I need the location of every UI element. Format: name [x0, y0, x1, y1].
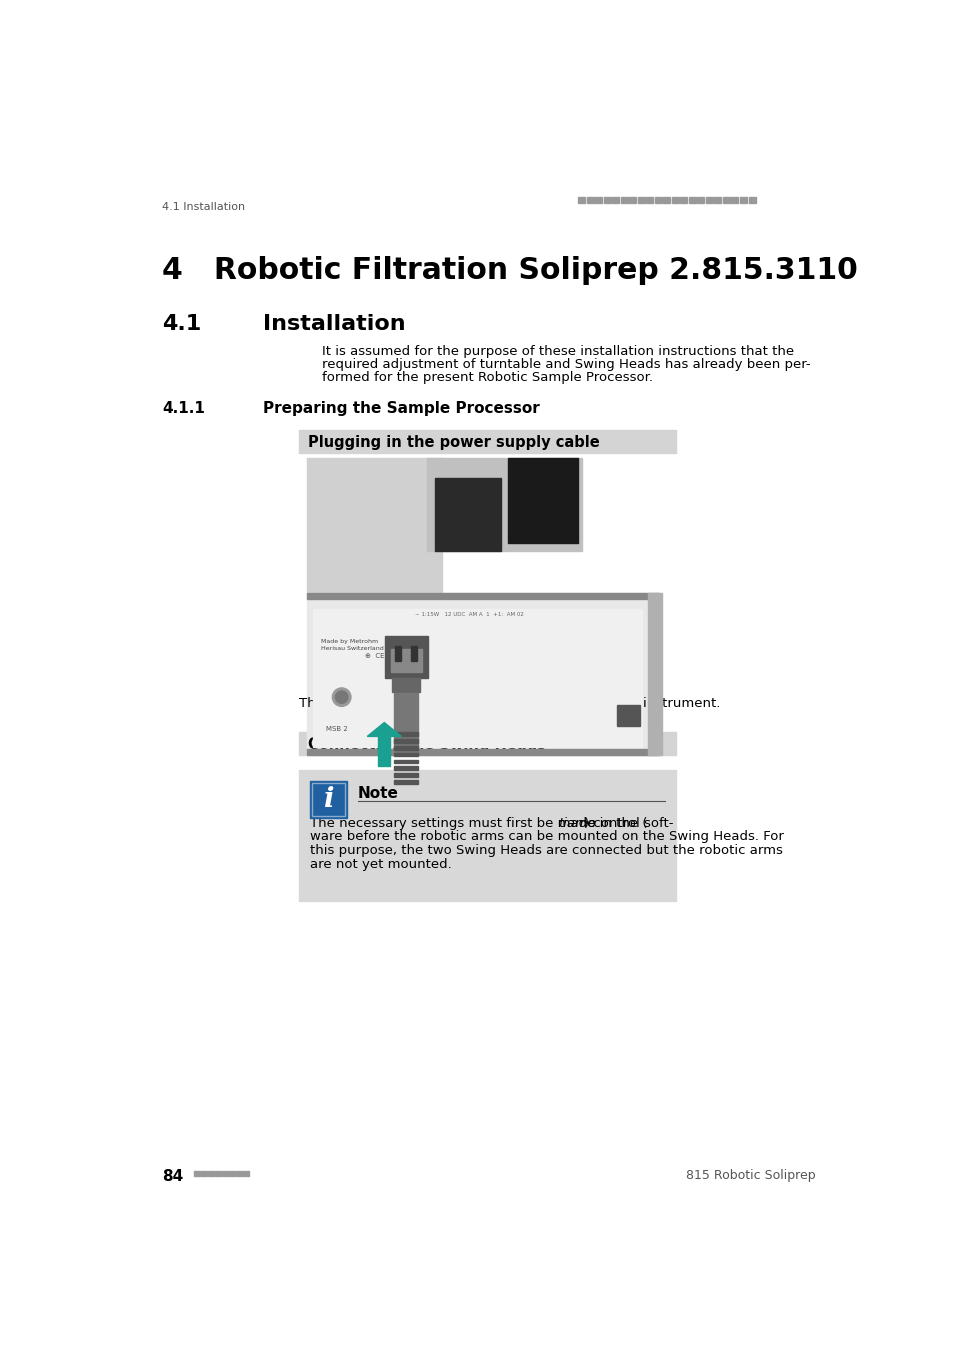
Text: The necessary settings must first be made in the (: The necessary settings must first be mad… [310, 817, 647, 829]
Text: Preparing the Sample Processor: Preparing the Sample Processor [262, 401, 538, 416]
Bar [578, 197, 584, 202]
Bar [394, 774, 417, 778]
Bar [298, 771, 675, 902]
Bar [307, 459, 442, 593]
Bar [671, 197, 679, 202]
Bar [637, 197, 644, 202]
Text: ~ 1:15W   12 UDC  AM A  1  +1:  AM 02: ~ 1:15W 12 UDC AM A 1 +1: AM 02 [415, 613, 523, 617]
Bar [629, 197, 636, 202]
Text: Made by Metrohm
Herisau Switzerland: Made by Metrohm Herisau Switzerland [320, 640, 383, 651]
Text: this purpose, the two Swing Heads are connected but the robotic arms: this purpose, the two Swing Heads are co… [310, 844, 782, 857]
Bar [394, 760, 417, 763]
Circle shape [332, 688, 351, 706]
Bar [435, 478, 500, 551]
Bar [617, 705, 639, 726]
Bar [654, 197, 661, 202]
Polygon shape [367, 722, 401, 736]
Text: Plugging in the power supply cable: Plugging in the power supply cable [308, 435, 599, 450]
Text: 4.1.1: 4.1.1 [162, 401, 205, 416]
Bar [394, 767, 417, 771]
Bar [394, 732, 417, 736]
Bar [714, 197, 720, 202]
Text: formed for the present Robotic Sample Processor.: formed for the present Robotic Sample Pr… [322, 371, 653, 385]
Bar [312, 783, 344, 815]
Bar [394, 752, 417, 756]
Bar [620, 197, 627, 202]
Bar [586, 197, 593, 202]
Text: 815 Robotic Soliprep: 815 Robotic Soliprep [685, 1169, 815, 1183]
Bar [298, 732, 675, 755]
Bar [194, 1172, 199, 1176]
Bar [508, 459, 578, 543]
Text: Connecting the Swing Heads: Connecting the Swing Heads [308, 737, 546, 752]
Text: ⊕  CE: ⊕ CE [365, 653, 384, 659]
Bar [307, 593, 659, 599]
Bar [229, 1172, 234, 1176]
Bar [201, 1172, 207, 1176]
Text: It is assumed for the purpose of these installation instructions that the: It is assumed for the purpose of these i… [322, 346, 794, 358]
Bar [705, 197, 712, 202]
Bar [394, 780, 417, 784]
Bar [298, 429, 675, 454]
Bar [647, 593, 661, 755]
Circle shape [335, 691, 348, 703]
Bar [313, 609, 641, 747]
Text: Installation: Installation [262, 313, 405, 333]
Bar [740, 197, 746, 202]
Bar [410, 645, 416, 662]
Bar [222, 1172, 228, 1176]
Bar [307, 593, 659, 755]
Bar [394, 745, 417, 749]
Bar [391, 648, 421, 672]
Bar [307, 749, 659, 755]
Bar [603, 197, 610, 202]
Text: are not yet mounted.: are not yet mounted. [310, 859, 451, 871]
Bar [748, 197, 755, 202]
Text: 4.1 Installation: 4.1 Installation [162, 202, 245, 212]
Bar [427, 459, 581, 551]
Bar [310, 782, 347, 818]
Bar [395, 645, 401, 662]
Bar [688, 197, 695, 202]
Bar [679, 197, 686, 202]
Bar [731, 197, 738, 202]
Text: The power socket is located on the rear side of the instrument.: The power socket is located on the rear … [298, 697, 720, 710]
Text: ) control soft-: ) control soft- [583, 817, 673, 829]
Bar [645, 197, 653, 202]
Text: 84: 84 [162, 1169, 183, 1184]
Text: i: i [323, 786, 334, 813]
Bar [697, 197, 703, 202]
Text: tiamo: tiamo [558, 817, 596, 829]
Text: required adjustment of turntable and Swing Heads has already been per-: required adjustment of turntable and Swi… [322, 358, 810, 371]
Bar [377, 736, 390, 767]
Bar [612, 197, 618, 202]
Text: ware before the robotic arms can be mounted on the Swing Heads. For: ware before the robotic arms can be moun… [310, 830, 783, 844]
Text: Note: Note [357, 786, 398, 801]
Bar [595, 197, 601, 202]
Text: MSB 2: MSB 2 [326, 726, 348, 733]
Bar [662, 197, 670, 202]
Bar [236, 1172, 241, 1176]
Bar [392, 678, 419, 691]
Bar [215, 1172, 220, 1176]
Text: 4.1: 4.1 [162, 313, 201, 333]
Bar [208, 1172, 213, 1176]
Bar [385, 636, 427, 678]
Text: 4   Robotic Filtration Soliprep 2.815.3110: 4 Robotic Filtration Soliprep 2.815.3110 [162, 256, 857, 285]
Bar [243, 1172, 249, 1176]
Bar [394, 738, 417, 742]
Bar [394, 694, 417, 755]
Bar [722, 197, 729, 202]
